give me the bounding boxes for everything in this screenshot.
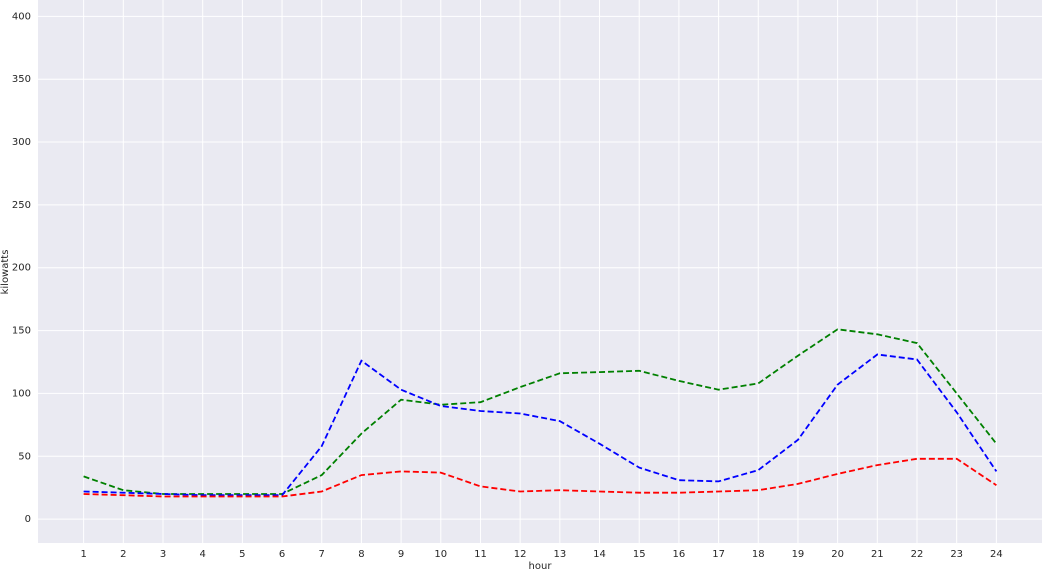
y-tick-label: 400 xyxy=(12,11,31,22)
x-tick-label: 20 xyxy=(831,549,844,560)
plot-area xyxy=(38,0,1042,543)
x-tick-label: 8 xyxy=(358,549,364,560)
x-tick-label: 4 xyxy=(200,549,206,560)
x-tick-label: 18 xyxy=(752,549,765,560)
x-tick-label: 6 xyxy=(279,549,285,560)
x-tick-label: 9 xyxy=(398,549,404,560)
y-tick-label: 300 xyxy=(12,137,31,148)
x-tick-label: 13 xyxy=(553,549,566,560)
y-tick-label: 100 xyxy=(12,388,31,399)
x-tick-label: 7 xyxy=(319,549,325,560)
x-tick-label: 11 xyxy=(474,549,487,560)
x-tick-label: 10 xyxy=(434,549,447,560)
x-tick-label: 1 xyxy=(80,549,86,560)
x-tick-label: 14 xyxy=(593,549,606,560)
x-tick-label: 19 xyxy=(792,549,805,560)
x-tick-label: 15 xyxy=(633,549,646,560)
y-tick-label: 350 xyxy=(12,74,31,85)
x-tick-label: 2 xyxy=(120,549,126,560)
x-tick-label: 5 xyxy=(239,549,245,560)
x-tick-label: 21 xyxy=(871,549,884,560)
y-axis-label: kilowatts xyxy=(0,250,11,295)
y-tick-label: 0 xyxy=(25,514,31,525)
series-line xyxy=(83,328,998,495)
x-tick-label: 24 xyxy=(990,549,1003,560)
x-tick-label: 23 xyxy=(950,549,963,560)
y-tick-label: 150 xyxy=(12,326,31,337)
y-tick-label: 50 xyxy=(18,451,31,462)
x-tick-label: 16 xyxy=(673,549,686,560)
x-tick-label: 17 xyxy=(712,549,725,560)
y-tick-label: 200 xyxy=(12,263,31,274)
y-tick-label: 250 xyxy=(12,200,31,211)
series-line xyxy=(83,457,997,498)
x-axis-label: hour xyxy=(529,561,553,572)
x-tick-label: 22 xyxy=(911,549,924,560)
x-tick-label: 3 xyxy=(160,549,166,560)
x-tick-label: 12 xyxy=(514,549,527,560)
